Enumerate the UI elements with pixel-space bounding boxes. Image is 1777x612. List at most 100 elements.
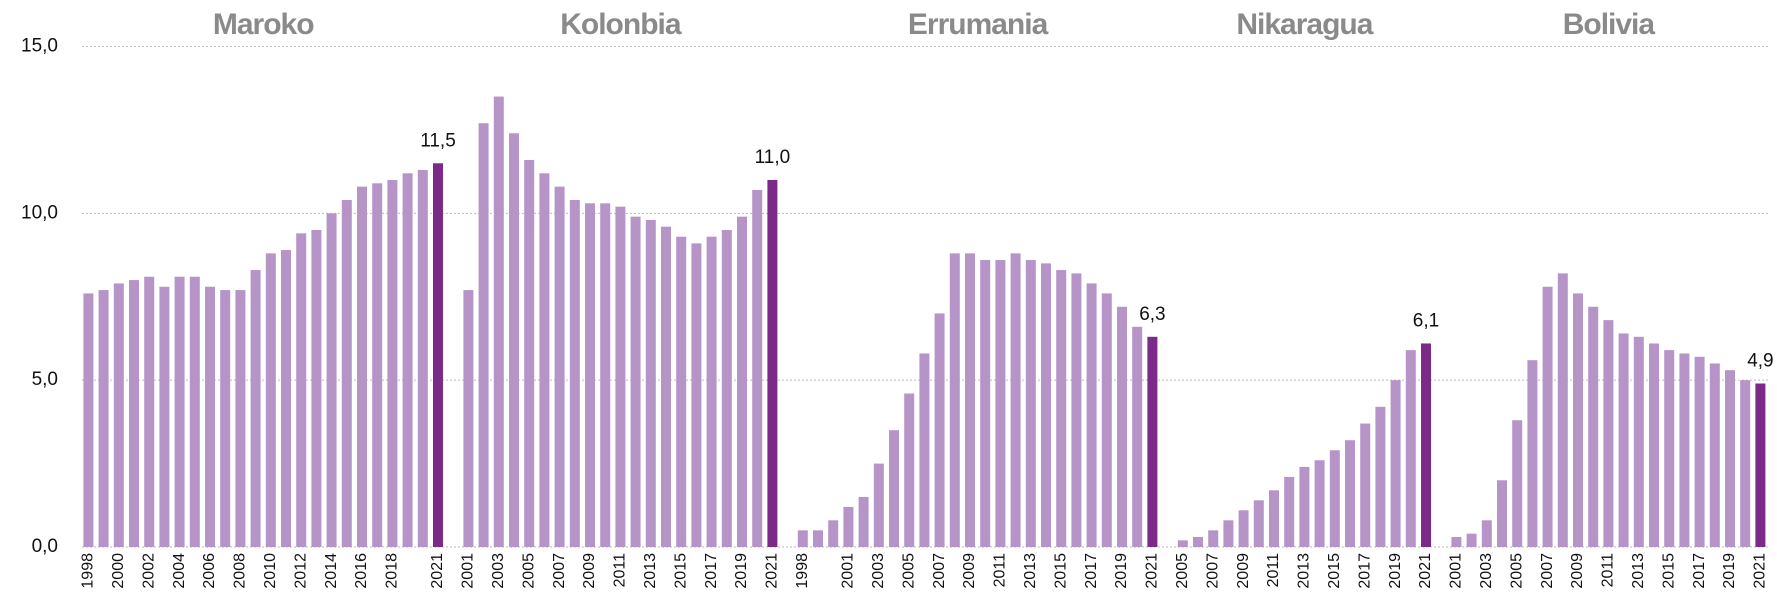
bar [1466,533,1477,547]
bar [706,236,717,547]
bar [1451,536,1462,547]
bar [1193,536,1203,547]
x-tick-label: 2001 [1448,553,1465,589]
bar [569,199,580,547]
bar [752,189,763,547]
y-tick-label: 5,0 [32,369,58,390]
bar [904,393,915,547]
x-tick-label: 2012 [292,553,309,589]
bar [1557,273,1568,547]
x-tick-label: 2018 [384,553,401,589]
x-tick-label: 2007 [931,553,948,589]
x-tick-label: 2015 [672,553,689,589]
bar [949,253,960,547]
bar [326,213,337,548]
bar [1101,293,1112,547]
x-tick-label: 2007 [1539,553,1556,589]
bar [615,206,626,547]
y-tick-label: 0,0 [32,536,58,557]
bar [463,290,474,547]
x-tick-label: 1998 [80,553,97,589]
bar [1573,293,1583,547]
bar [965,253,975,547]
bar [661,226,671,547]
bar [858,496,869,547]
bar [235,290,246,547]
x-tick-label: 2019 [1721,553,1738,589]
bar [1360,423,1371,547]
x-tick-label: 2021 [1144,553,1161,589]
panel-title: Errumania [908,8,1049,41]
x-tick-label: 2021 [1417,553,1434,589]
bar [1041,263,1051,547]
bar [281,250,291,547]
bar [372,183,383,547]
bar [1481,520,1492,547]
x-tick-label: 2007 [551,553,568,589]
bar [934,313,945,547]
bar [1056,270,1067,547]
x-tick-label: 2017 [1083,553,1100,589]
bar [1755,383,1766,547]
bar [402,173,413,547]
value-label: 6,3 [1139,304,1165,325]
bar [539,173,550,547]
panel-title: Kolonbia [560,8,682,41]
x-tick-label: 2019 [733,553,750,589]
x-tick-label: 2016 [353,553,370,589]
bar [1025,260,1036,547]
bar [1253,500,1264,547]
bar [995,260,1006,547]
bar [1725,370,1735,547]
bar [144,276,155,547]
bar [1405,350,1416,547]
x-tick-label: 2013 [1022,553,1039,589]
bar [676,236,687,547]
bar [1421,343,1431,547]
x-tick-label: 2009 [1569,553,1586,589]
x-tick-label: 2001 [840,553,857,589]
x-tick-label: 2005 [1508,553,1525,589]
bar [554,186,565,547]
panel-title: Maroko [213,8,314,41]
x-tick-label: 2021 [764,553,781,589]
x-tick-label: 2015 [1660,553,1677,589]
bar [311,230,322,547]
bar [1390,380,1401,547]
x-tick-label: 2010 [262,553,279,589]
bar [1527,360,1538,547]
bar [1588,306,1599,547]
y-tick-label: 10,0 [21,202,58,223]
bar [919,353,930,547]
x-tick-label: 2003 [870,553,887,589]
x-tick-label: 2002 [140,553,157,589]
value-label: 11,5 [420,130,456,151]
bar [83,293,94,547]
x-tick-label: 2013 [1296,553,1313,589]
bar [1497,480,1507,547]
x-tick-label: 2003 [1478,553,1495,589]
x-tick-label: 2006 [201,553,218,589]
y-tick-label: 15,0 [21,36,58,57]
bar [828,520,839,547]
bar [1132,326,1143,547]
x-tick-label: 2013 [1630,553,1647,589]
bar [341,199,352,547]
bar [357,186,367,547]
x-tick-label: 2009 [581,553,598,589]
bar [1299,466,1310,547]
bar [645,220,656,548]
bar [1177,540,1188,547]
bar [296,233,307,547]
bar [1284,476,1295,547]
bar [1329,450,1340,547]
x-tick-label: 2017 [703,553,720,589]
bar [767,179,778,547]
bar [189,276,200,547]
panel-title: Nikaragua [1236,8,1373,41]
x-tick-label: 2005 [1174,553,1191,589]
x-tick-label: 2003 [490,553,507,589]
x-tick-label: 2011 [612,553,629,588]
bar [1375,406,1386,547]
